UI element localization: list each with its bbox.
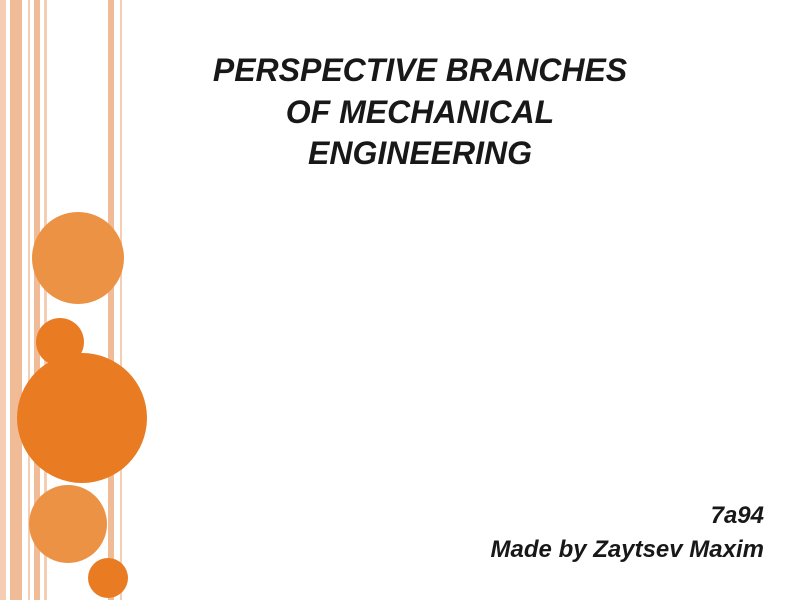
- stripe-2: [28, 0, 30, 600]
- stripe-5: [108, 0, 114, 600]
- title-line-3: ENGINEERING: [140, 133, 700, 175]
- slide-title: PERSPECTIVE BRANCHES OF MECHANICAL ENGIN…: [140, 50, 700, 175]
- title-line-2: OF MECHANICAL: [140, 92, 700, 134]
- circle-2: [17, 353, 147, 483]
- stripe-0: [0, 0, 6, 600]
- footer-author: Made by Zaytsev Maxim: [491, 536, 764, 564]
- title-line-1: PERSPECTIVE BRANCHES: [140, 50, 700, 92]
- footer-class-code: 7a94: [711, 502, 764, 530]
- stripe-1: [10, 0, 22, 600]
- stripe-6: [120, 0, 122, 600]
- circle-4: [88, 558, 128, 598]
- circle-0: [32, 212, 124, 304]
- circle-3: [29, 485, 107, 563]
